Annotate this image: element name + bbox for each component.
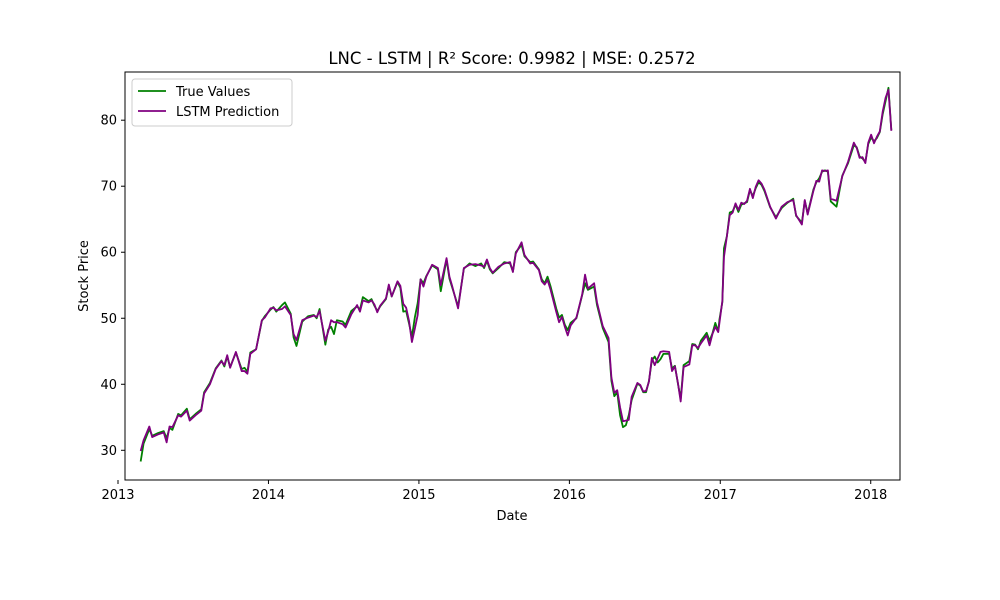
y-tick-label: 30 [100,444,117,459]
legend-box [131,78,293,127]
y-axis-label: Stock Price [77,240,92,312]
y-tick-label: 80 [100,114,117,129]
legend-label-lstm-prediction: LSTM Prediction [176,105,279,120]
series-lines [139,86,893,462]
legend: True Values LSTM Prediction [131,78,293,127]
y-axis-ticks: 30 40 50 60 70 80 [100,114,125,459]
y-tick-label: 70 [100,180,117,195]
x-tick-label: 2018 [854,488,887,503]
x-tick-label: 2013 [101,488,134,503]
plot-frame [124,71,901,481]
legend-label-true-values: True Values [175,85,250,100]
plot-area: 2013 2014 2015 2016 2017 2018 30 40 50 60 70 80 [100,71,901,503]
x-tick-label: 2014 [252,488,285,503]
y-tick-label: 60 [100,246,117,261]
x-axis-ticks: 2013 2014 2015 2016 2017 2018 [101,480,887,503]
x-tick-label: 2016 [553,488,586,503]
series-line-lstm-prediction [139,88,893,452]
y-tick-label: 40 [100,378,117,393]
x-tick-label: 2017 [704,488,737,503]
x-tick-label: 2015 [402,488,435,503]
y-tick-label: 50 [100,312,117,327]
x-axis-label: Date [496,509,527,524]
chart-title: LNC - LSTM | R² Score: 0.9982 | MSE: 0.2… [328,49,695,68]
